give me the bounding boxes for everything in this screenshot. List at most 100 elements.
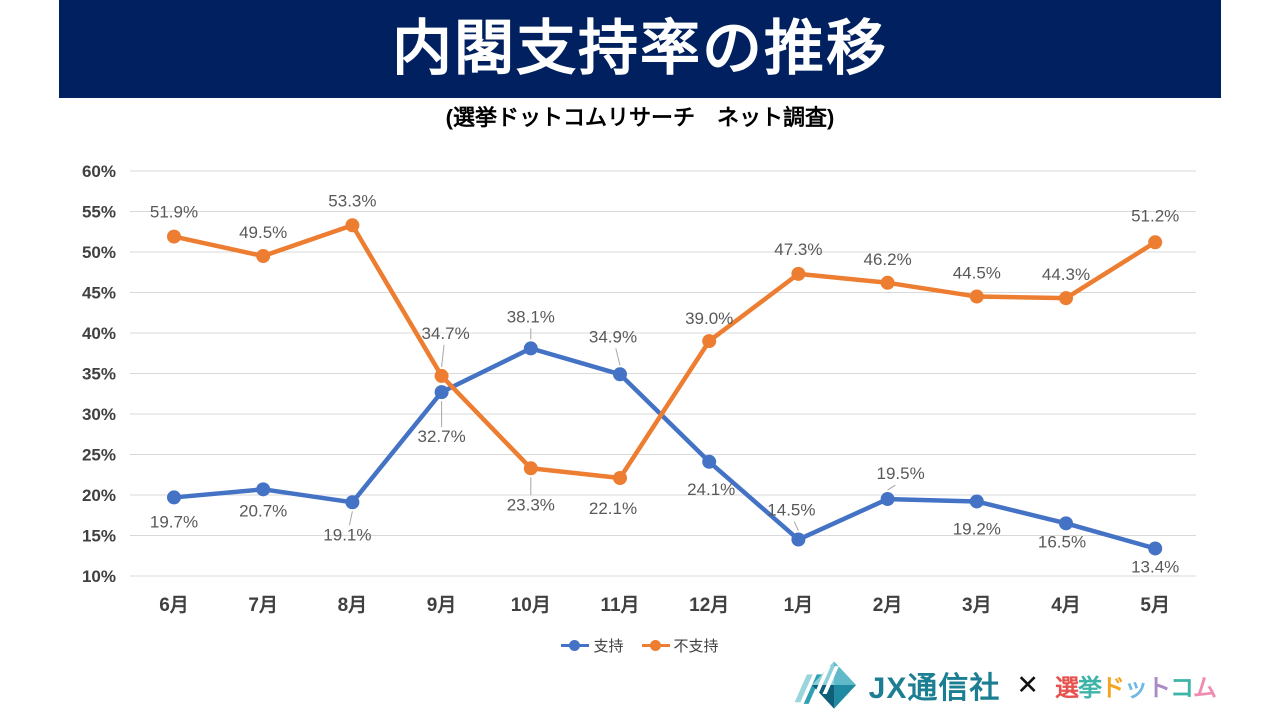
- y-axis-tick-label: 40%: [82, 324, 116, 343]
- senkyo-logo-char: ド: [1101, 674, 1125, 702]
- legend-label-approve: 支持: [593, 638, 624, 655]
- data-point-approve: [167, 490, 181, 505]
- legend-item-disapprove: 不支持: [641, 635, 719, 656]
- data-label-disapprove: 23.3%: [507, 495, 555, 514]
- data-label-approve: 14.5%: [767, 501, 815, 520]
- data-point-disapprove: [791, 266, 806, 281]
- data-label-approve: 19.1%: [323, 525, 371, 544]
- data-label-leader-line: [348, 511, 353, 526]
- y-axis-tick-label: 35%: [82, 365, 116, 384]
- x-axis-tick-label: 12月: [689, 595, 729, 616]
- data-label-leader-line: [793, 521, 799, 531]
- data-point-approve: [345, 495, 360, 510]
- legend-item-approve: 支持: [561, 635, 624, 656]
- series-line-disapprove: [171, 223, 1158, 481]
- data-point-disapprove: [969, 289, 984, 304]
- y-axis-tick-label: 55%: [82, 203, 116, 222]
- collab-x-icon: ✕: [1016, 669, 1039, 700]
- y-axis-tick-label: 45%: [82, 284, 116, 303]
- y-axis-tick-label: 15%: [82, 527, 116, 546]
- x-axis-tick-label: 2月: [873, 595, 903, 616]
- data-label-approve: 20.7%: [239, 501, 287, 520]
- chart-legend: 支持 不支持: [0, 635, 1280, 656]
- x-axis-tick-label: 8月: [338, 595, 368, 616]
- senkyo-logo-char: ッ: [1124, 674, 1148, 702]
- x-axis-tick-label: 5月: [1140, 595, 1170, 616]
- y-axis-tick-label: 20%: [82, 486, 116, 505]
- data-label-disapprove: 51.9%: [150, 203, 198, 222]
- senkyo-logo-char: コ: [1170, 674, 1194, 702]
- data-point-approve: [523, 341, 538, 356]
- data-point-approve: [434, 385, 449, 400]
- data-point-approve: [702, 454, 717, 469]
- data-label-approve: 38.1%: [507, 307, 555, 326]
- data-point-disapprove: [1059, 291, 1073, 306]
- data-label-disapprove: 51.2%: [1131, 206, 1179, 225]
- data-label-leader-line: [615, 348, 621, 366]
- data-point-disapprove: [1148, 235, 1163, 250]
- data-point-approve: [791, 532, 806, 547]
- data-label-disapprove: 44.3%: [1042, 265, 1090, 284]
- data-point-approve: [880, 492, 895, 507]
- y-axis-tick-label: 50%: [82, 243, 116, 262]
- chart-subtitle: (選挙ドットコムリサーチ ネット調査): [445, 105, 835, 130]
- x-axis-tick-label: 1月: [784, 595, 814, 616]
- data-label-disapprove: 46.2%: [863, 250, 911, 269]
- data-label-approve: 24.1%: [687, 480, 735, 499]
- data-label-leader-line: [887, 484, 896, 491]
- data-point-approve: [1059, 516, 1073, 531]
- jx-press-logo-text: JX通信社: [868, 672, 1001, 705]
- legend-label-disapprove: 不支持: [673, 638, 719, 655]
- senkyo-logo-char: ム: [1193, 674, 1217, 702]
- x-axis-tick-label: 10月: [511, 595, 551, 616]
- senkyo-logo-char: 選: [1055, 674, 1079, 702]
- series-line-approve: [171, 346, 1158, 551]
- y-axis-tick-label: 25%: [82, 446, 116, 465]
- data-label-leader-line: [441, 344, 445, 367]
- x-axis-tick-label: 3月: [962, 595, 992, 616]
- data-point-disapprove: [880, 275, 895, 290]
- senkyo-logo-char: 挙: [1078, 674, 1102, 702]
- x-axis-tick-label: 6月: [159, 595, 189, 616]
- jx-press-logo-icon: [794, 661, 856, 709]
- data-point-approve: [256, 482, 271, 497]
- data-point-approve: [969, 494, 984, 509]
- senkyo-dot-com-logo-text: 選挙ドットコム: [1055, 668, 1217, 703]
- x-axis-tick-label: 11月: [600, 595, 639, 616]
- data-label-disapprove: 34.7%: [421, 324, 469, 343]
- data-point-approve: [1148, 541, 1163, 556]
- data-point-disapprove: [167, 229, 181, 244]
- data-label-approve: 19.2%: [953, 519, 1001, 538]
- data-label-approve: 32.7%: [417, 427, 465, 446]
- data-label-approve: 34.9%: [589, 327, 637, 346]
- data-label-disapprove: 22.1%: [589, 499, 637, 518]
- data-label-approve: 19.7%: [150, 512, 198, 531]
- data-label-disapprove: 39.0%: [685, 309, 733, 328]
- data-label-approve: 16.5%: [1038, 532, 1086, 551]
- data-point-disapprove: [613, 470, 627, 485]
- footer-logos: JX通信社 ✕ 選挙ドットコム: [793, 656, 1217, 714]
- data-label-disapprove: 47.3%: [774, 240, 822, 259]
- data-label-disapprove: 49.5%: [239, 223, 287, 242]
- data-point-disapprove: [434, 368, 449, 383]
- data-point-disapprove: [345, 218, 360, 233]
- title-banner: 内閣支持率の推移: [59, 0, 1221, 98]
- data-label-approve: 13.4%: [1131, 557, 1179, 576]
- data-label-disapprove: 53.3%: [328, 191, 376, 210]
- data-label-disapprove: 44.5%: [953, 264, 1001, 283]
- y-axis-tick-label: 30%: [82, 405, 116, 424]
- data-point-disapprove: [702, 334, 717, 349]
- data-label-approve: 19.5%: [876, 464, 924, 483]
- data-point-disapprove: [256, 249, 271, 264]
- x-axis-tick-label: 7月: [248, 595, 278, 616]
- x-axis-tick-label: 4月: [1051, 595, 1081, 616]
- legend-marker-approve: [561, 640, 590, 651]
- data-point-disapprove: [523, 461, 538, 476]
- y-axis-tick-label: 10%: [82, 567, 116, 586]
- data-point-approve: [613, 367, 627, 382]
- legend-marker-disapprove: [641, 640, 670, 651]
- page-title: 内閣支持率の推移: [392, 15, 888, 82]
- x-axis-tick-label: 9月: [427, 595, 457, 616]
- y-axis-tick-label: 60%: [82, 162, 116, 181]
